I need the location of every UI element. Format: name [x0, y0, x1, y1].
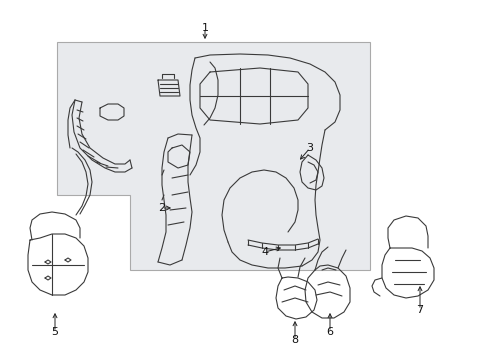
Text: 4: 4 [261, 247, 268, 257]
Text: 1: 1 [201, 23, 208, 33]
Polygon shape [57, 42, 369, 270]
Text: 6: 6 [326, 327, 333, 337]
Text: 5: 5 [51, 327, 59, 337]
Text: 7: 7 [416, 305, 423, 315]
Text: 3: 3 [306, 143, 313, 153]
Text: 8: 8 [291, 335, 298, 345]
Text: 2: 2 [158, 203, 165, 213]
